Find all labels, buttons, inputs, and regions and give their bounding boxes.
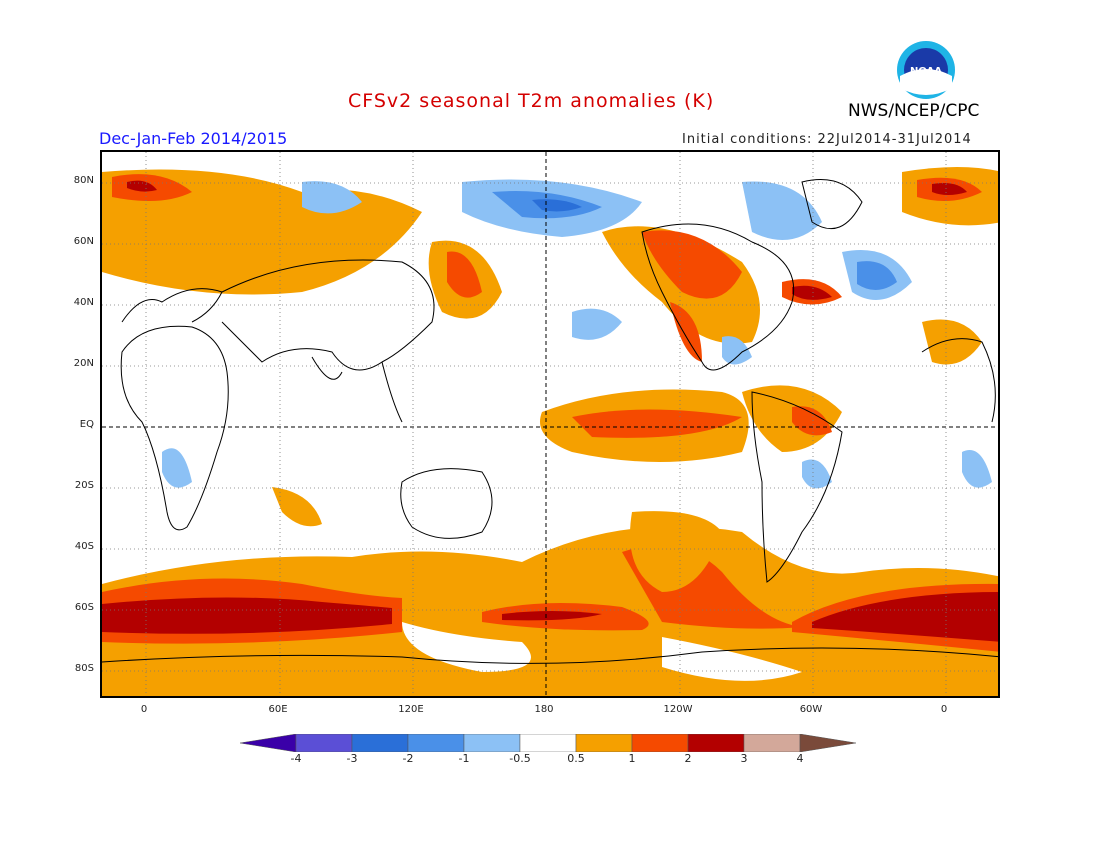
noaa-logo: NOAA	[896, 40, 956, 100]
lon-label: 60E	[268, 704, 288, 715]
lat-label: 20N	[73, 358, 94, 369]
colorbar-segment	[575, 733, 633, 753]
lon-label: 0	[940, 704, 948, 715]
colorbar	[239, 733, 860, 756]
colorbar-segment	[463, 733, 521, 753]
lat-label: 20S	[74, 480, 94, 491]
colorbar-label: 0.5	[567, 752, 585, 765]
graticule	[102, 152, 998, 696]
anomaly-map	[100, 150, 1000, 698]
colorbar-label: -0.5	[509, 752, 531, 765]
colorbar-segment	[519, 733, 577, 753]
agency-label: NWS/NCEP/CPC	[848, 101, 980, 121]
lon-label: 180	[534, 704, 554, 715]
anomaly-fields	[102, 167, 998, 696]
lat-label: EQ	[79, 419, 94, 430]
colorbar-segment	[295, 733, 353, 753]
forecast-period: Dec-Jan-Feb 2014/2015	[99, 129, 288, 148]
initial-conditions: Initial conditions: 22Jul2014-31Jul2014	[682, 132, 972, 147]
colorbar-segment	[351, 733, 409, 753]
lon-label: 0	[140, 704, 148, 715]
lat-label: 60S	[74, 602, 94, 613]
lon-label: 120W	[663, 704, 693, 715]
colorbar-segment	[799, 733, 857, 753]
colorbar-segment	[407, 733, 465, 753]
colorbar-segment	[239, 733, 297, 753]
colorbar-label: -3	[346, 752, 358, 765]
lon-label: 120E	[398, 704, 424, 715]
coastlines	[102, 179, 998, 664]
noaa-logo-text: NOAA	[910, 66, 942, 77]
colorbar-segment	[687, 733, 745, 753]
colorbar-label: 4	[796, 752, 804, 765]
map-title: CFSv2 seasonal T2m anomalies (K)	[348, 90, 715, 112]
colorbar-label: 2	[684, 752, 692, 765]
lat-label: 80N	[73, 175, 94, 186]
lat-label: 80S	[74, 663, 94, 674]
colorbar-label: -4	[290, 752, 302, 765]
lat-label: 40S	[74, 541, 94, 552]
colorbar-label: 3	[740, 752, 748, 765]
colorbar-segment	[743, 733, 801, 753]
lat-label: 60N	[73, 236, 94, 247]
colorbar-label: -2	[402, 752, 414, 765]
equator-dateline	[102, 152, 998, 696]
colorbar-label: 1	[628, 752, 636, 765]
colorbar-segment	[631, 733, 689, 753]
colorbar-label: -1	[458, 752, 470, 765]
lon-label: 60W	[799, 704, 823, 715]
lat-label: 40N	[73, 297, 94, 308]
